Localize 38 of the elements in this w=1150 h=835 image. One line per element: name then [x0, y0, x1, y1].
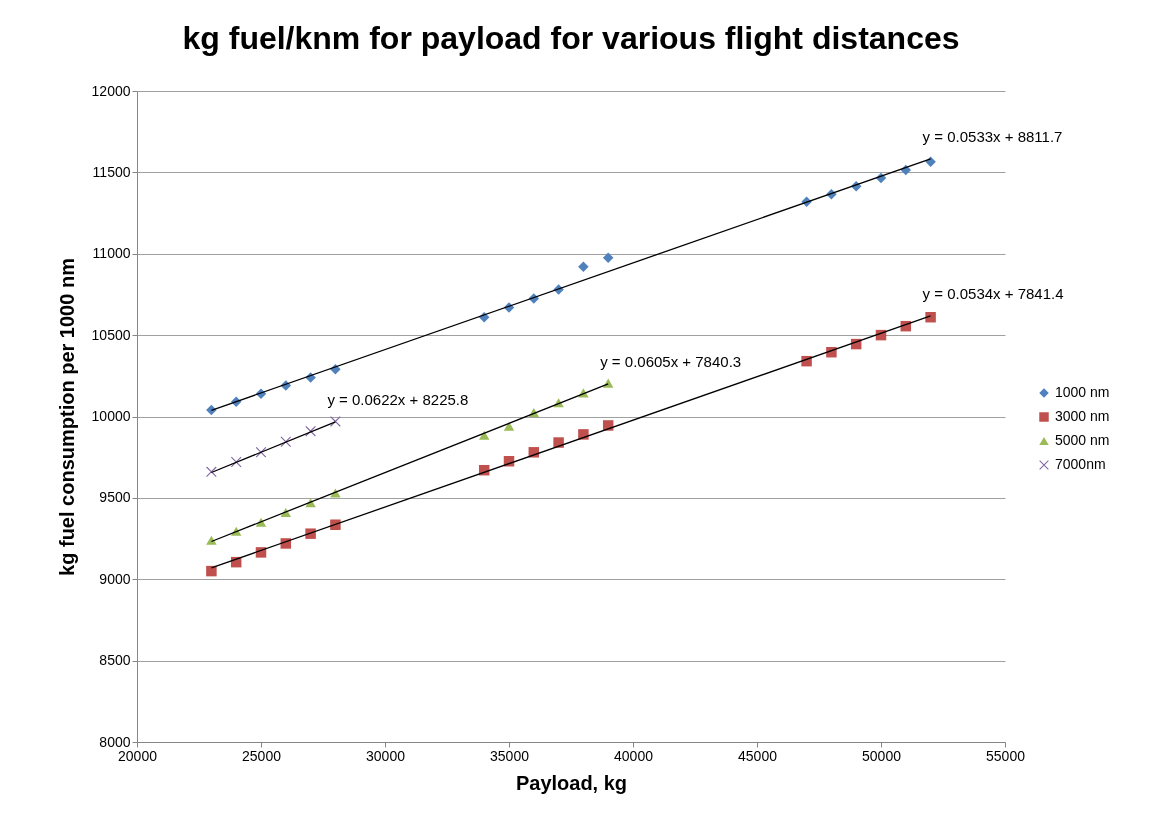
point: [206, 535, 217, 545]
x-tick-label: 25000: [242, 747, 282, 764]
legend-label: 3000 nm: [1055, 408, 1110, 424]
y-tick-label: 11000: [92, 245, 131, 262]
point: [925, 156, 936, 168]
point: [578, 261, 589, 273]
annotation: y = 0.0534x + 7841.4: [922, 284, 1064, 302]
x-tick-label: 30000: [366, 747, 406, 764]
point: [206, 565, 217, 577]
point: [503, 421, 515, 431]
legend-label: 5000 nm: [1055, 432, 1110, 448]
x-tick-label: 45000: [738, 747, 778, 764]
y-axis-title: kg fuel consumption per 1000 nm: [55, 258, 78, 576]
x-tick-label: 20000: [118, 747, 158, 764]
annotation: y = 0.0533x + 8811.7: [922, 127, 1063, 145]
chart-title: kg fuel/knm for payload for various flight distances: [182, 20, 960, 56]
y-tick-label: 9000: [99, 570, 131, 587]
legend-label: 1000 nm: [1055, 384, 1110, 400]
x-tick-label: 55000: [986, 747, 1026, 764]
point: [206, 466, 217, 478]
x-tick-label: 40000: [614, 747, 654, 764]
point: [255, 447, 267, 458]
annotation: y = 0.0622x + 8225.8: [327, 390, 469, 408]
y-tick-label: 8000: [99, 733, 131, 750]
y-tick-label: 10500: [91, 326, 131, 343]
point: [925, 311, 936, 323]
legend-label: 7000nm: [1055, 456, 1106, 472]
y-tick-label: 8500: [99, 652, 131, 669]
point: [602, 252, 614, 264]
point: [602, 378, 614, 388]
y-tick-label: 11500: [92, 163, 131, 180]
annotation: y = 0.0605x + 7840.3: [600, 352, 742, 370]
y-tick-label: 9500: [99, 489, 131, 506]
x-tick-label: 50000: [862, 747, 902, 764]
y-tick-label: 12000: [91, 82, 131, 99]
y-tick-label: 10000: [91, 408, 131, 424]
x-tick-label: 35000: [490, 747, 530, 764]
x-axis-title: Payload, kg: [515, 771, 628, 794]
